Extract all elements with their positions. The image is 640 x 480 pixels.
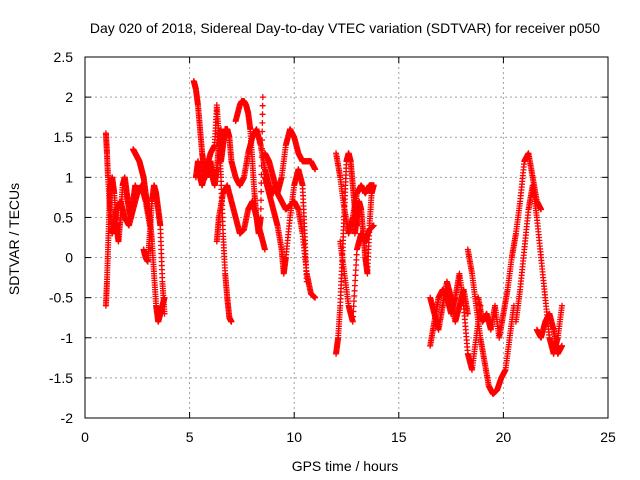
y-tick-label: 0.5 [54,209,74,225]
y-tick-label: -1.5 [49,370,73,386]
data-point-marker [353,251,360,258]
x-tick-label: 5 [186,429,194,445]
data-point-marker [370,182,377,189]
y-tick-label: 1.5 [54,129,74,145]
y-tick-label: -1 [61,330,74,346]
data-point-marker [352,272,359,279]
data-point-marker [353,256,360,263]
x-tick-label: 20 [496,429,512,445]
data-point-marker [259,102,266,109]
y-tick-label: -0.5 [49,290,73,306]
data-point-marker [258,180,265,187]
data-point-marker [259,119,266,126]
data-point-marker [464,310,471,317]
x-tick-label: 10 [286,429,302,445]
y-tick-label: -2 [61,410,74,426]
data-point-marker [161,310,168,317]
data-point-marker [258,171,265,178]
data-point-marker [351,287,358,294]
data-point-marker [312,294,319,301]
data-point-marker [258,188,265,195]
data-point-marker [257,205,264,212]
plot-frame [84,56,609,419]
data-point-marker [352,277,359,284]
data-point-marker [350,308,357,315]
x-tick-label: 15 [391,429,407,445]
data-point-marker [259,94,266,101]
data-point-marker [350,313,357,320]
data-point-marker [350,303,357,310]
y-tick-label: 0 [65,250,73,266]
data-point-marker [259,111,266,118]
data-point-marker [353,262,360,269]
data-point-marker [228,318,235,325]
axis-ticks: 0 5 10 15 20 25 -2 -1.5 -1 -0.5 0 0.5 1 1.5 2 2.5 [49,49,616,445]
data-point-marker [558,302,565,309]
data-point-marker [259,137,266,144]
data-point-marker [261,246,268,253]
data-point-marker [258,162,265,169]
y-tick-label: 1 [65,169,73,185]
x-tick-label: 25 [600,429,616,445]
data-point-marker [351,282,358,289]
data-point-marker [258,145,265,152]
data-points [102,78,565,397]
data-point-marker [350,298,357,305]
data-point-marker [538,206,545,213]
data-point-marker [349,318,356,325]
x-axis-label: GPS time / hours [292,458,399,474]
data-point-marker [351,292,358,299]
data-point-marker [312,166,319,173]
chart-title: Day 020 of 2018, Sidereal Day-to-day VTE… [90,20,600,36]
data-point-marker [352,267,359,274]
y-axis-label: SDTVAR / TECUs [6,183,22,295]
y-tick-label: 2.5 [54,49,74,65]
data-point-marker [558,342,565,349]
data-point-marker [259,128,266,135]
data-point-marker [258,197,265,204]
y-tick-label: 2 [65,89,73,105]
x-tick-label: 0 [81,429,89,445]
